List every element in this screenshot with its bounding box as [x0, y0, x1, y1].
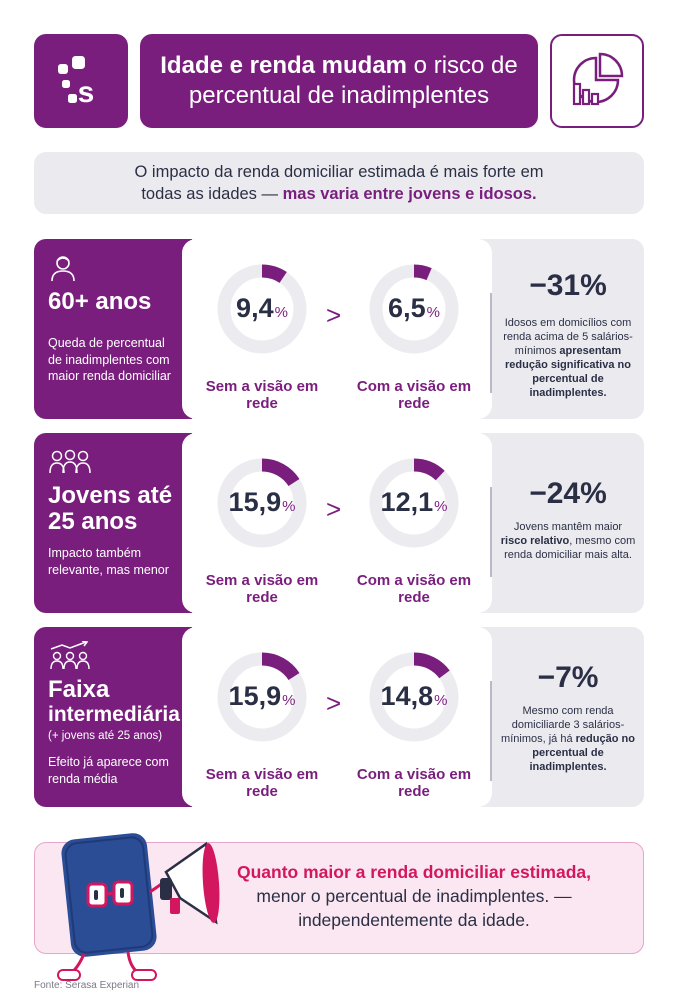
- row-label-panel: 60+ anos Queda de percentual de inadimpl…: [34, 239, 192, 419]
- conclusion-line2: menor o percentual de inadimplentes. —: [256, 886, 572, 906]
- title-line2: percentual de inadimplentes: [188, 82, 490, 109]
- value-number: 15,9: [228, 681, 282, 711]
- stat-percent: −7%: [537, 661, 599, 694]
- label-with-network: Com a visão em rede: [356, 378, 472, 412]
- young-people-group-icon: [49, 449, 91, 474]
- row-description: Efeito já aparece com renda média: [48, 755, 169, 786]
- row-title: 60+ anos: [48, 288, 152, 315]
- conclusion-highlight: Quanto maior a renda domiciliar estimada…: [237, 862, 591, 882]
- label-with-network: Com a visão em rede: [356, 766, 472, 800]
- stat-divider: [490, 681, 492, 781]
- donut-with-network: [369, 264, 459, 354]
- row-title: Jovens até 25 anos: [48, 482, 173, 535]
- row-subtitle: (+ jovens até 25 anos): [48, 730, 163, 742]
- elder-person-icon: [51, 256, 75, 282]
- row-young: Jovens até 25 anos Impacto também releva…: [34, 433, 644, 613]
- value-unit: %: [434, 692, 448, 709]
- title-rest: o risco de: [407, 52, 518, 79]
- row-title: Faixa: [48, 676, 110, 703]
- label-without-network: Sem a visão em rede: [205, 766, 319, 800]
- value-number: 6,5: [388, 293, 426, 323]
- stat-text-plain: Idosos em domicílios com renda acima de …: [503, 317, 633, 357]
- chart-icon-box: [550, 34, 644, 128]
- label-without-network: Sem a visão em rede: [205, 572, 319, 606]
- row-description: Queda de percentual de inadimplentes com…: [48, 336, 171, 383]
- greater-than-sign: >: [326, 300, 342, 330]
- donut-with-network: [369, 458, 459, 548]
- donut-value-with-network: 12,1%: [354, 487, 474, 518]
- donut-value-with-network: 14,8%: [354, 681, 474, 712]
- row-intermediate: Faixa intermediária (+ jovens até 25 ano…: [34, 627, 644, 807]
- growth-group-icon: [50, 641, 90, 670]
- value-unit: %: [274, 304, 288, 321]
- value-number: 14,8: [380, 681, 434, 711]
- value-number: 15,9: [228, 487, 282, 517]
- pie-bar-chart-icon: [572, 52, 624, 106]
- stat-text-plain: Mesmo com renda domiciliarde 3 salários-…: [501, 705, 625, 745]
- logo-dots-icon: s: [58, 56, 95, 109]
- stat-text-bold: redução no percentual de inadimplentes.: [529, 733, 635, 773]
- intro-line2-plain: todas as idades —: [141, 185, 283, 203]
- card-mascot-megaphone-icon: [57, 833, 220, 981]
- value-unit: %: [282, 692, 296, 709]
- stat-description: Mesmo com renda domiciliarde 3 salários-…: [492, 704, 644, 774]
- stat-description: Jovens mantêm maior risco relativo, mesm…: [492, 520, 644, 562]
- label-without-network: Sem a visão em rede: [205, 378, 319, 412]
- donut-value-with-network: 6,5%: [354, 293, 474, 324]
- stat-divider: [490, 487, 492, 577]
- greater-than-sign: >: [326, 494, 342, 524]
- page-title: Idade e renda mudam o risco de percentua…: [140, 34, 538, 128]
- row-description: Impacto também relevante, mas menor: [48, 546, 169, 577]
- stat-text-bold: risco relativo: [500, 535, 570, 547]
- value-number: 12,1: [380, 487, 434, 517]
- title-bold: Idade e renda mudam: [160, 52, 408, 79]
- stat-text-bold: apresentam redução significativa no perc…: [505, 345, 631, 399]
- value-unit: %: [282, 498, 296, 515]
- donut-value-without-network: 15,9%: [202, 681, 322, 712]
- value-unit: %: [426, 304, 440, 321]
- label-with-network: Com a visão em rede: [356, 572, 472, 606]
- donut-without-network: [217, 264, 307, 354]
- donut-value-without-network: 9,4%: [202, 293, 322, 324]
- intro-line2-bold: mas varia entre jovens e idosos.: [282, 185, 537, 203]
- donut-with-network: [369, 652, 459, 742]
- stat-text-end: , mesmo com renda domiciliar mais alta.: [504, 535, 636, 561]
- svg-text:s: s: [78, 76, 95, 109]
- conclusion-line3: independentemente da idade.: [298, 910, 530, 930]
- intro-line1: O impacto da renda domiciliar estimada é…: [134, 163, 544, 181]
- row-label-panel: Faixa intermediária (+ jovens até 25 ano…: [34, 627, 192, 807]
- stat-description: Idosos em domicílios com renda acima de …: [492, 316, 644, 400]
- row-title-line2: intermediária: [48, 703, 180, 726]
- greater-than-sign: >: [326, 688, 342, 718]
- value-number: 9,4: [236, 293, 274, 323]
- stat-divider: [490, 293, 492, 393]
- donut-value-without-network: 15,9%: [202, 487, 322, 518]
- row-60-plus: 60+ anos Queda de percentual de inadimpl…: [34, 239, 644, 419]
- conclusion-text: Quanto maior a renda domiciliar estimada…: [196, 860, 632, 932]
- stat-percent: −31%: [529, 269, 607, 302]
- serasa-logo: s: [34, 34, 128, 128]
- donut-without-network: [217, 652, 307, 742]
- value-unit: %: [434, 498, 448, 515]
- source-note: Fonte: Serasa Experian: [34, 980, 140, 991]
- stat-percent: −24%: [529, 477, 607, 510]
- row-label-panel: Jovens até 25 anos Impacto também releva…: [34, 433, 192, 613]
- intro-banner: O impacto da renda domiciliar estimada é…: [34, 152, 644, 214]
- donut-without-network: [217, 458, 307, 548]
- stat-text-plain: Jovens mantêm maior: [513, 521, 623, 533]
